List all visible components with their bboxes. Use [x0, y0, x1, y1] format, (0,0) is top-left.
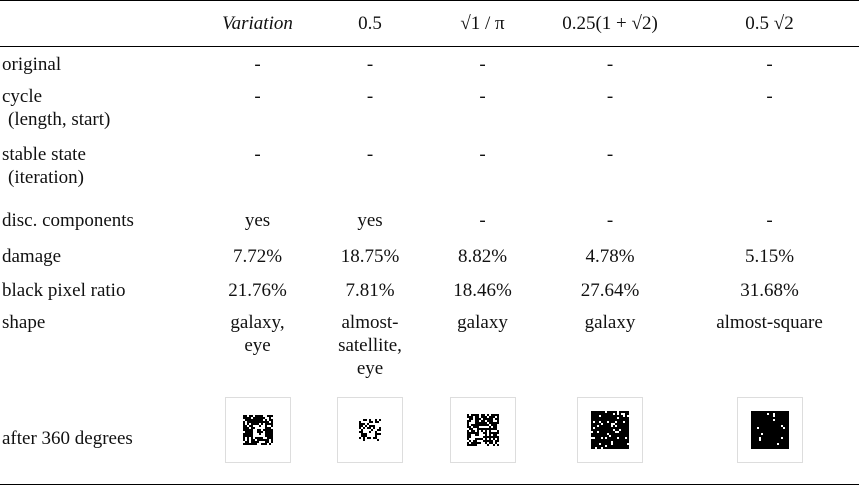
row-sublabel: (iteration)	[8, 166, 84, 188]
row-label: stable state (iteration)	[0, 137, 200, 203]
table-cell: -	[766, 85, 773, 107]
column-header: Variation	[222, 12, 293, 34]
table-cell: -	[479, 54, 486, 75]
table-cell: -	[766, 54, 773, 75]
table-header: Variation 0.5 √1 / π 0.25(1 + √2) 0.5 √2	[0, 0, 859, 47]
table-row: disc. components yes yes - - -	[0, 203, 859, 239]
table-cell: 7.81%	[345, 279, 395, 301]
row-label: cycle (length, start)	[0, 79, 200, 137]
row-label: shape	[2, 311, 46, 333]
table-cell: -	[606, 209, 614, 231]
result-image	[736, 396, 803, 463]
row-label: original	[2, 54, 62, 75]
table-cell: 18.46%	[453, 279, 512, 301]
table-row: cycle (length, start) - - - - -	[0, 79, 859, 137]
column-header: 0.5 √2	[745, 12, 794, 34]
table-cell: -	[366, 54, 374, 75]
image-cell	[200, 387, 315, 485]
table-cell: -	[606, 143, 614, 165]
table-cell: -	[254, 85, 261, 107]
image-cell	[315, 387, 425, 485]
table-cell: 18.75%	[340, 245, 400, 267]
header-blank	[0, 1, 200, 47]
row-sublabel: (length, start)	[8, 108, 111, 130]
table-cell: -	[606, 54, 614, 75]
table-row: damage 7.72% 18.75% 8.82% 4.78% 5.15%	[0, 239, 859, 273]
table-cell: 31.68%	[740, 279, 799, 301]
column-header: √1 / π	[460, 12, 505, 34]
table-cell: -	[366, 85, 374, 107]
table-cell: -	[366, 143, 374, 165]
row-label: damage	[2, 245, 62, 267]
table-row: stable state (iteration) - - - -	[0, 137, 859, 203]
image-cell	[680, 387, 859, 485]
table-cell: -	[606, 85, 614, 107]
table-cell: -	[766, 209, 773, 231]
column-header: 0.5	[358, 12, 382, 34]
table-row: shape galaxy, eye almost- satellite, eye ga…	[0, 305, 859, 387]
table-cell: yes	[244, 209, 271, 231]
image-cell	[540, 387, 680, 485]
result-image	[224, 396, 291, 463]
table-row: black pixel ratio 21.76% 7.81% 18.46% 27.64%…	[0, 273, 859, 305]
table-cell: -	[479, 85, 486, 107]
table-cell: 21.76%	[228, 279, 287, 301]
result-image	[337, 396, 403, 463]
table-cell: -	[254, 54, 261, 75]
table-cell: 7.72%	[232, 245, 283, 267]
table-cell: 5.15%	[744, 245, 795, 267]
table-cell: galaxy	[457, 311, 508, 333]
table-cell: 8.82%	[457, 245, 508, 267]
result-image	[577, 396, 643, 463]
table-cell: -	[479, 209, 486, 231]
table-body: original - - - - - cycle (length, start) - - - - - st…	[0, 47, 859, 485]
row-label: disc. components	[2, 209, 134, 231]
table-cell: galaxy, eye	[230, 311, 285, 356]
table-cell: -	[479, 143, 486, 165]
result-image	[449, 396, 516, 463]
column-header: 0.25(1 + √2)	[562, 12, 658, 34]
table-row: after 360 degrees	[0, 387, 859, 485]
table-cell: almost-square	[716, 311, 823, 333]
image-cell	[425, 387, 540, 485]
row-label: black pixel ratio	[2, 279, 126, 301]
header-row: Variation 0.5 √1 / π 0.25(1 + √2) 0.5 √2	[0, 0, 859, 47]
table-cell: almost- satellite, eye	[338, 311, 402, 379]
table-cell: 27.64%	[580, 279, 640, 301]
table-row: original - - - - -	[0, 47, 859, 79]
table-cell: galaxy	[584, 311, 636, 333]
table-cell: yes	[357, 209, 383, 231]
table-cell: -	[254, 143, 261, 165]
row-label: after 360 degrees	[2, 427, 133, 449]
table-cell: 4.78%	[585, 245, 635, 267]
